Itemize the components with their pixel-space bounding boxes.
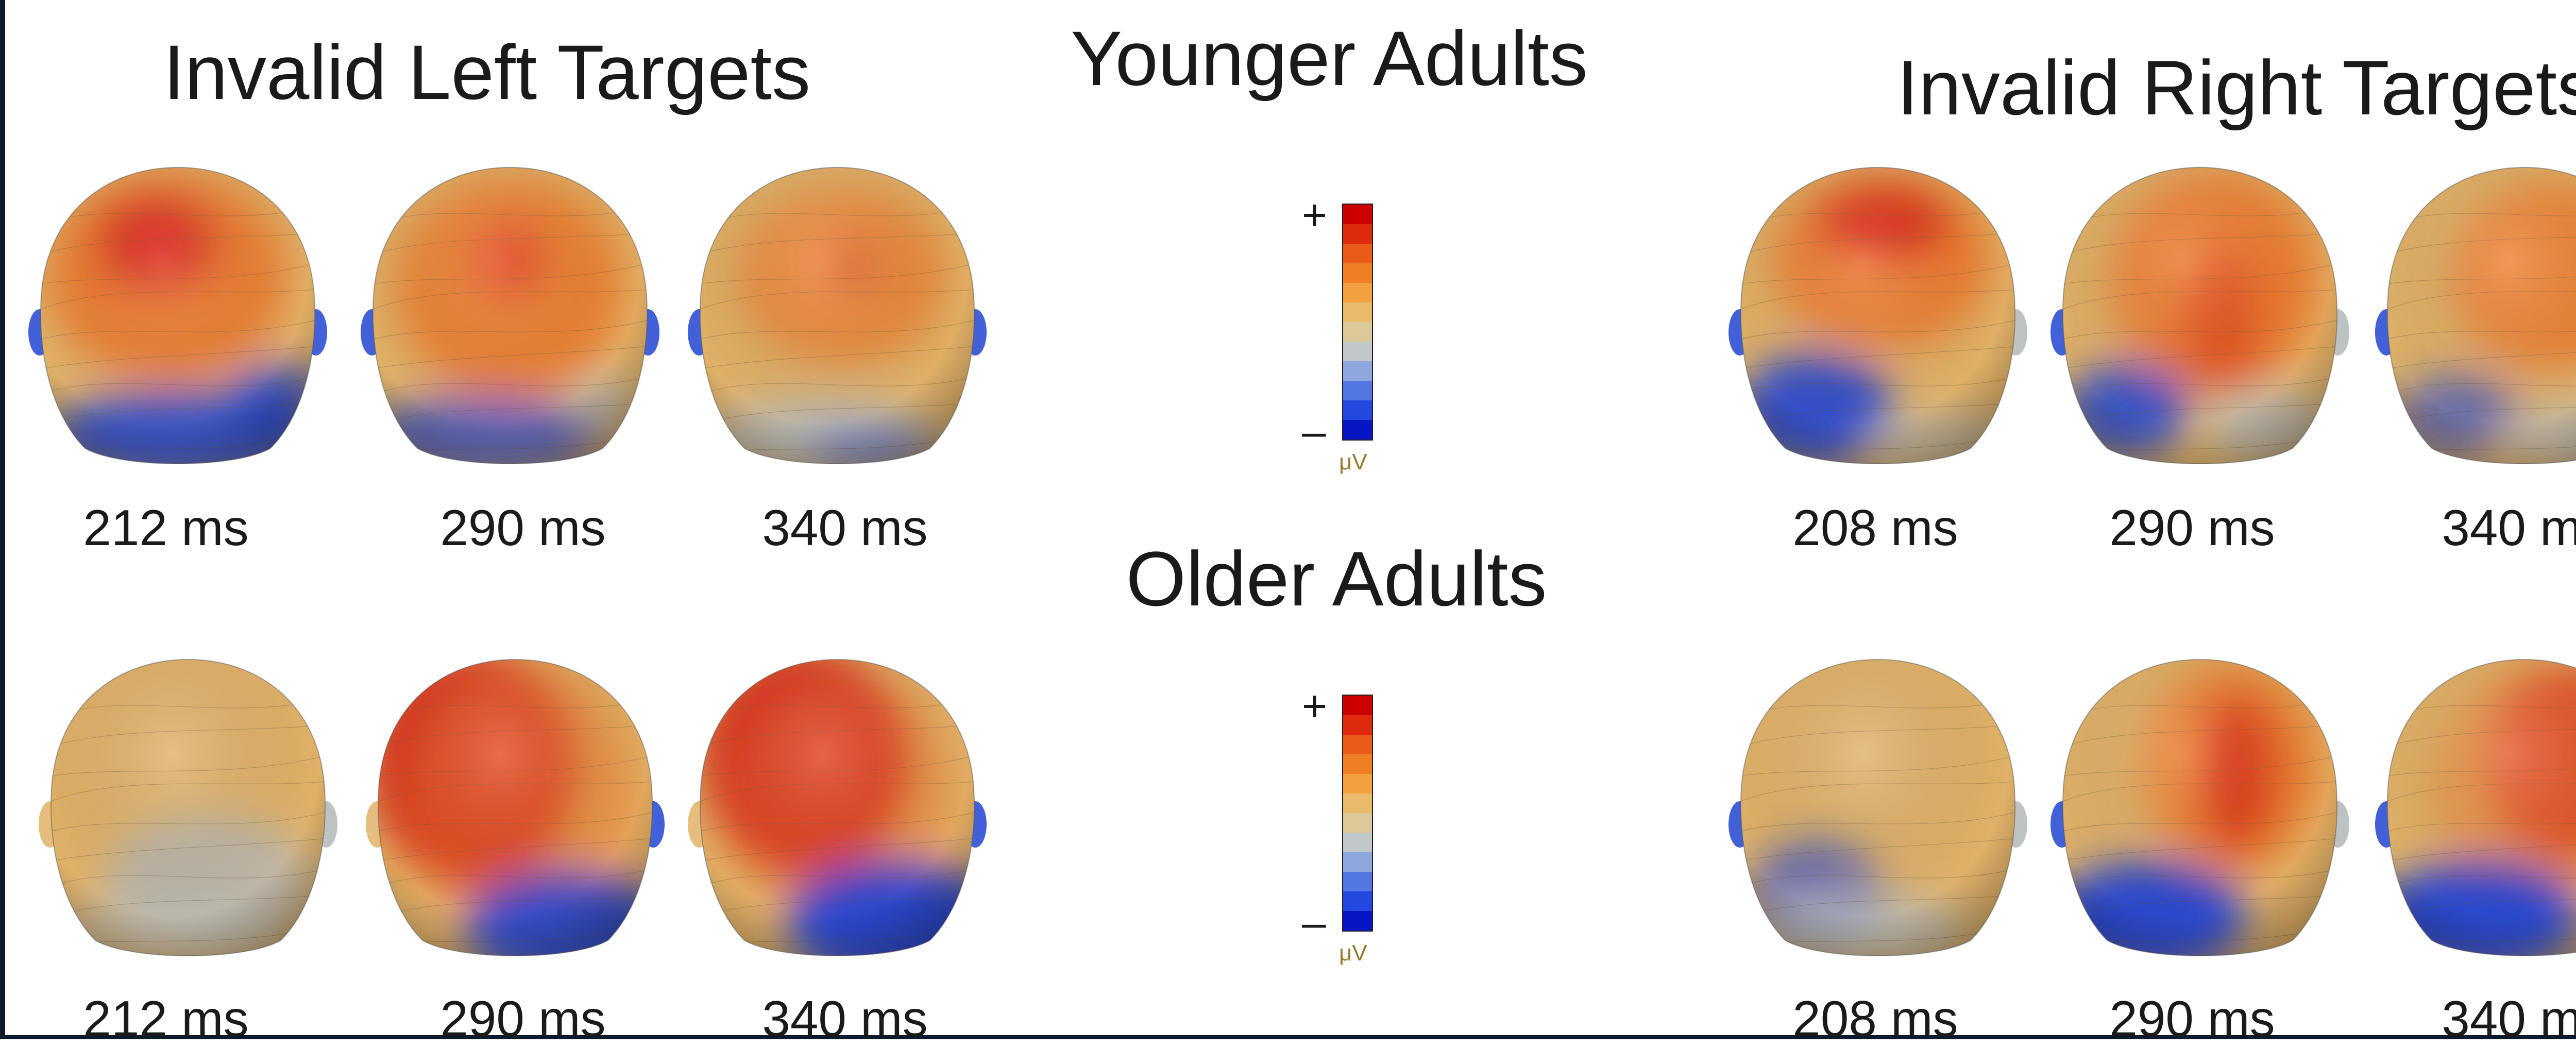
time-label: 290 ms bbox=[2109, 990, 2275, 1047]
scalp-map-younger-left-3 bbox=[688, 166, 987, 464]
time-label: 290 ms bbox=[440, 990, 606, 1047]
time-label: 290 ms bbox=[440, 499, 606, 556]
scalp-map-older-right-3 bbox=[2375, 658, 2576, 956]
scalp-map-older-right-2 bbox=[2050, 658, 2349, 956]
colorbar-plus-label: + bbox=[1302, 682, 1328, 730]
time-label: 208 ms bbox=[1792, 499, 1958, 556]
scalp-map-younger-right-1 bbox=[1728, 166, 2027, 464]
time-label: 340 ms bbox=[2442, 990, 2576, 1047]
time-label: 208 ms bbox=[1792, 990, 1958, 1047]
scalp-map-older-left-1 bbox=[39, 658, 337, 956]
colorbar-unit-label: μV bbox=[1339, 449, 1367, 475]
scalp-map-older-right-1 bbox=[1728, 658, 2027, 956]
scalp-map-older-left-2 bbox=[366, 658, 665, 956]
colorbar-minus-label: – bbox=[1302, 898, 1326, 947]
colorbar-unit-label: μV bbox=[1339, 940, 1367, 966]
scalp-map-younger-left-1 bbox=[28, 166, 327, 464]
time-label: 340 ms bbox=[762, 499, 928, 556]
time-label: 212 ms bbox=[83, 499, 249, 556]
condition-title-left: Invalid Left Targets bbox=[163, 29, 811, 115]
group-title-younger: Younger Adults bbox=[1071, 15, 1588, 102]
time-label: 340 ms bbox=[762, 990, 928, 1047]
colorbar-gradient bbox=[1342, 695, 1373, 932]
colorbar-plus-label: + bbox=[1302, 191, 1328, 239]
scalp-map-younger-right-2 bbox=[2050, 166, 2349, 464]
time-label: 290 ms bbox=[2109, 499, 2275, 556]
scalp-map-older-left-3 bbox=[688, 658, 987, 956]
group-title-older: Older Adults bbox=[1126, 535, 1547, 622]
colorbar-minus-label: – bbox=[1302, 407, 1326, 455]
time-label: 212 ms bbox=[83, 990, 249, 1047]
scalp-map-younger-left-2 bbox=[361, 166, 659, 464]
scalp-map-younger-right-3 bbox=[2375, 166, 2576, 464]
colorbar-gradient bbox=[1342, 204, 1373, 441]
time-label: 340 ms bbox=[2442, 499, 2576, 556]
condition-title-right: Invalid Right Targets bbox=[1896, 44, 2576, 131]
